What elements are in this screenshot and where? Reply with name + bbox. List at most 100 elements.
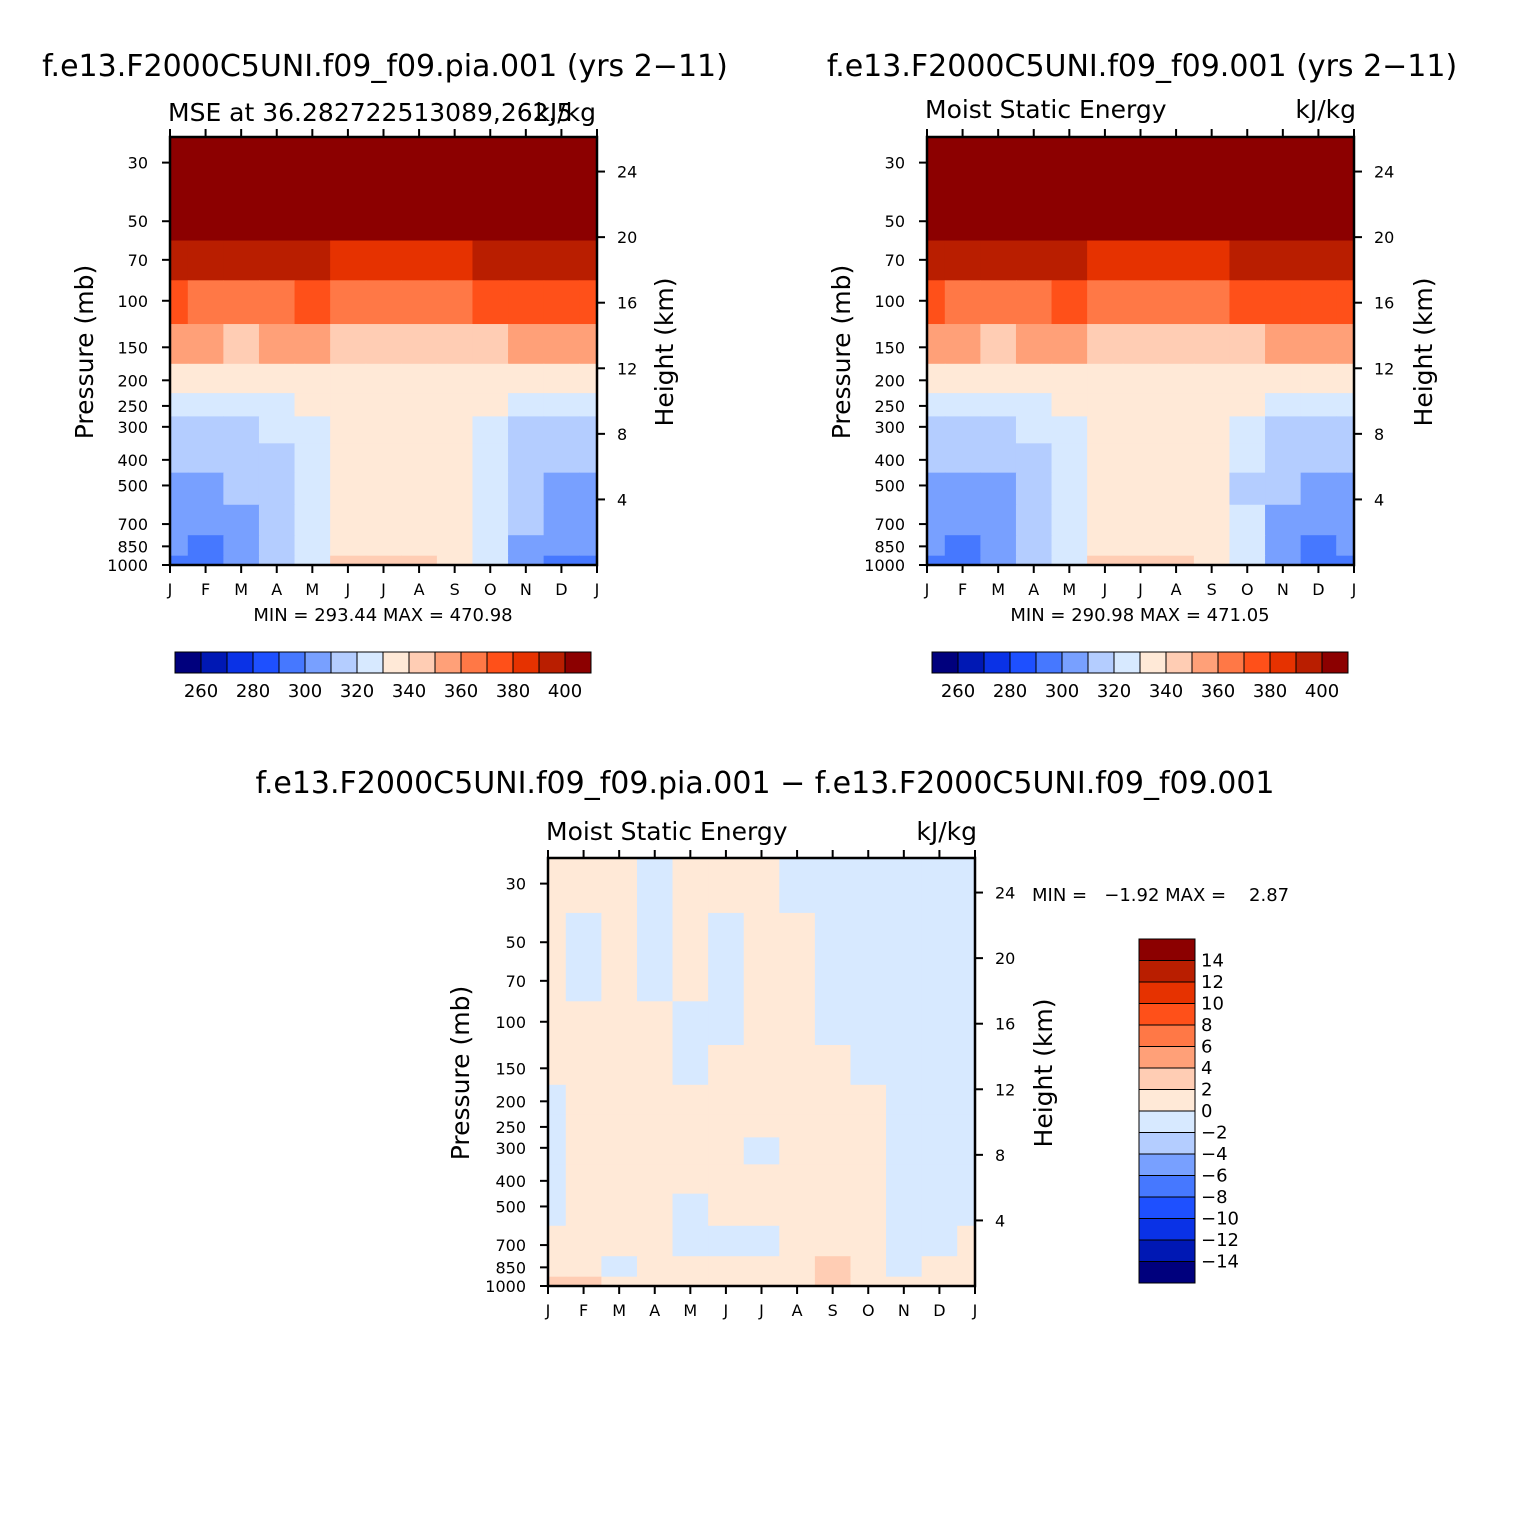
contour-cell <box>1265 393 1302 417</box>
contour-cell <box>1087 504 1124 536</box>
pressure-tick-label: 100 <box>117 292 148 311</box>
pressure-tick-label: 300 <box>874 418 905 437</box>
contour-cell <box>708 1114 745 1138</box>
contour-cell <box>850 1045 887 1086</box>
month-tick-label: F <box>958 580 967 599</box>
contour-cell <box>223 280 260 325</box>
contour-cell <box>223 504 260 536</box>
contour-cell <box>672 912 709 963</box>
contour-cell <box>921 1225 958 1257</box>
contour-cell <box>579 324 598 365</box>
colorbar-label: 280 <box>993 681 1027 702</box>
contour-cell <box>330 555 367 566</box>
contour-cell <box>927 137 946 193</box>
contour-cell <box>1087 324 1124 365</box>
contour-cell <box>1229 393 1266 417</box>
colorbar-label: 6 <box>1201 1037 1212 1058</box>
contour-cell <box>548 1114 567 1138</box>
contour-cell <box>401 472 438 506</box>
contour-cell <box>223 443 260 474</box>
contour-cell <box>548 1084 567 1115</box>
contour-cell <box>436 240 474 281</box>
contour-cell <box>944 363 981 394</box>
contour-cell <box>927 280 946 325</box>
height-tick-label: 12 <box>995 1080 1015 1099</box>
contour-cell <box>1229 324 1266 365</box>
colorbar-label: 8 <box>1201 1015 1212 1036</box>
contour-cells <box>170 137 598 566</box>
contour-cell <box>258 191 296 242</box>
contour-cell <box>565 1276 602 1287</box>
contour-cell <box>886 1084 923 1115</box>
contour-cell <box>927 443 946 474</box>
contour-cell <box>672 1193 709 1227</box>
contour-cell <box>1087 363 1124 394</box>
contour-cell <box>543 535 580 557</box>
colorbar-box <box>1138 1067 1196 1090</box>
contour-cell <box>472 191 509 242</box>
height-tick-label: 20 <box>995 949 1015 968</box>
contour-cell <box>1122 443 1159 474</box>
pressure-tick-label: 30 <box>885 154 905 173</box>
height-axis-label: Height (km) <box>650 278 679 427</box>
contour-cell <box>957 1193 976 1227</box>
contour-cell <box>779 1164 816 1195</box>
contour-cell <box>223 363 260 394</box>
month-tick-label: M <box>612 1301 626 1320</box>
colorbar-box <box>356 651 384 674</box>
contour-cell <box>548 858 567 914</box>
contour-cell <box>579 535 598 557</box>
contour-cell <box>330 472 367 506</box>
month-tick-label: J <box>1351 580 1357 599</box>
contour-cell <box>980 363 1017 394</box>
colorbar-box <box>1138 981 1196 1004</box>
contour-cell <box>365 280 402 325</box>
contour-cell <box>957 858 976 914</box>
pressure-tick-label: 30 <box>128 154 148 173</box>
contour-cell <box>672 1225 709 1257</box>
height-tick-label: 16 <box>995 1015 1015 1034</box>
contour-cell <box>672 1256 709 1278</box>
contour-cell <box>980 443 1017 474</box>
contour-cell <box>886 1137 923 1165</box>
contour-cell <box>472 240 509 281</box>
contour-cell <box>223 416 260 444</box>
month-tick-label: J <box>380 580 386 599</box>
contour-cell <box>294 416 331 444</box>
contour-cell <box>294 363 331 394</box>
contour-cell <box>601 1256 638 1278</box>
contour-cell <box>1122 363 1159 394</box>
contour-cell <box>472 443 509 474</box>
min-max-label: MIN = −1.92 MAX = 2.87 <box>1032 885 1289 906</box>
pressure-tick-label: 250 <box>495 1118 526 1137</box>
contour-cell <box>636 912 674 963</box>
contour-cell <box>601 1164 638 1195</box>
contour-cell <box>1229 363 1266 394</box>
contour-cell <box>1300 280 1337 325</box>
contour-cell <box>957 1276 976 1287</box>
contour-cell <box>170 443 189 474</box>
height-tick-label: 12 <box>1374 359 1394 378</box>
contour-cell <box>1122 191 1159 242</box>
month-tick-label: O <box>862 1301 875 1320</box>
contour-cell <box>365 393 402 417</box>
contour-cell <box>508 555 545 566</box>
contour-cell <box>543 280 580 325</box>
contour-cell <box>1300 535 1337 557</box>
contour-cell <box>980 472 1017 506</box>
contour-cell <box>579 472 598 506</box>
contour-cell <box>565 858 602 914</box>
contour-cell <box>980 393 1017 417</box>
contour-cell <box>1193 393 1231 417</box>
contour-cell <box>1300 504 1337 536</box>
contour-cell <box>743 1001 780 1046</box>
contour-cell <box>944 443 981 474</box>
contour-plot: J F M A M J J A S O N D J 30 50 70 100 150 200 250 300 400 500… <box>485 850 1015 1320</box>
contour-cell <box>1300 393 1337 417</box>
contour-cell <box>743 1114 780 1138</box>
contour-cell <box>672 961 709 1002</box>
colorbar-label: 400 <box>1305 681 1339 702</box>
contour-cell <box>957 961 976 1002</box>
contour-cell <box>743 1276 780 1287</box>
